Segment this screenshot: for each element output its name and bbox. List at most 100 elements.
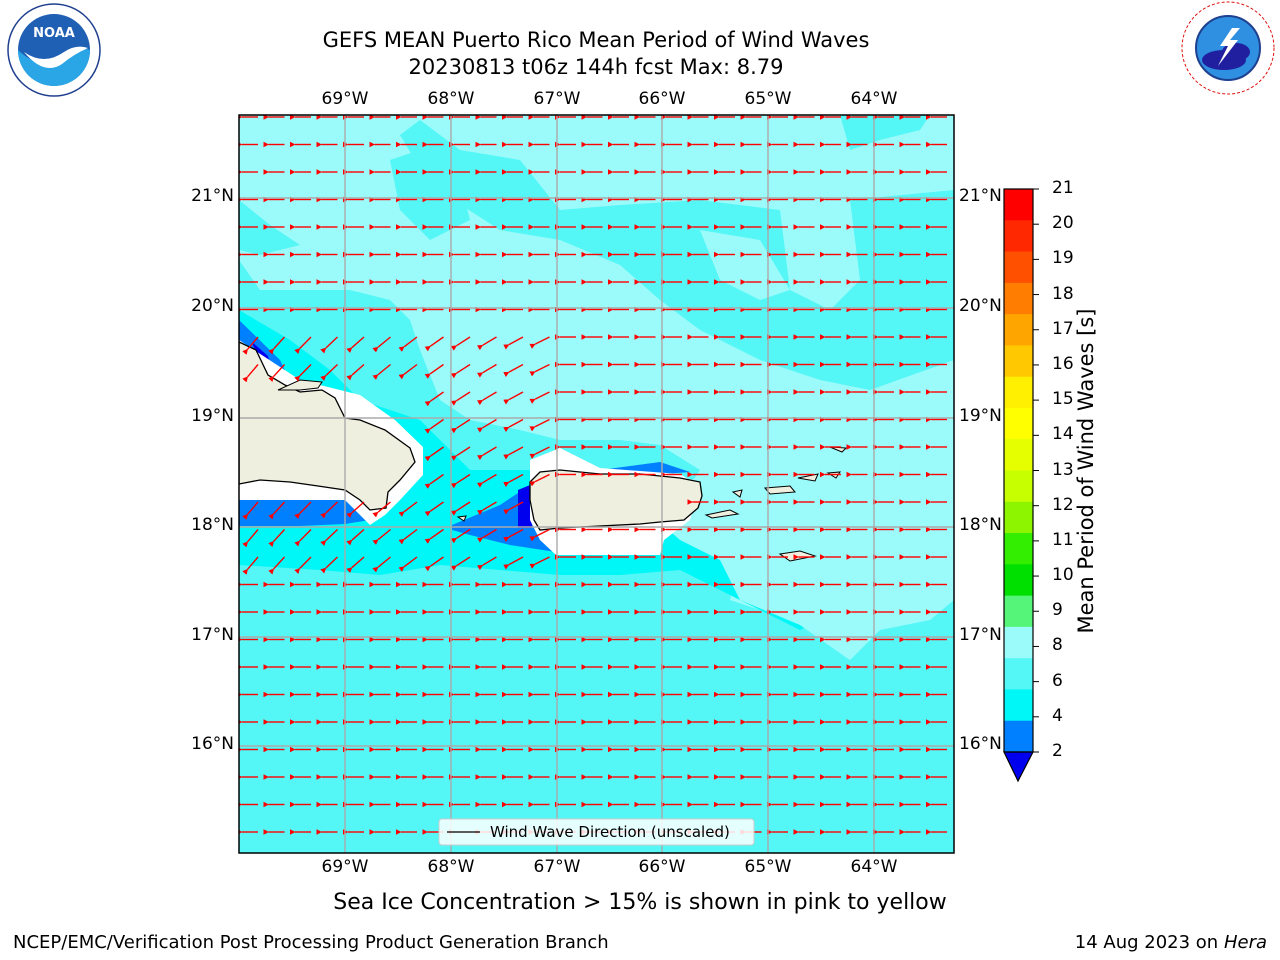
colorbar-tick-label: 11 [1052,529,1074,550]
wave-direction-arrow [294,336,312,354]
wave-direction-arrow [320,501,338,519]
lon-label-top: 68°W [427,89,475,109]
wave-direction-arrow [450,391,471,406]
colorbar-tick-label: 13 [1052,459,1074,480]
wave-direction-arrow [398,363,418,380]
noaa-logo-text: NOAA [33,26,75,41]
colorbar [1003,188,1039,783]
wave-direction-arrow [529,391,550,404]
wave-direction-arrow [529,528,550,542]
colorbar-box [1004,564,1033,597]
wave-direction-arrow [503,363,524,378]
colorbar-box [1004,251,1033,284]
wave-direction-arrow [268,364,286,382]
wave-direction-arrow [529,363,550,377]
colorbar-box [1004,345,1033,378]
wave-direction-arrow [294,556,312,574]
wave-direction-arrow [346,363,365,381]
colorbar-box [1004,439,1033,471]
wave-direction-arrow [529,446,550,459]
colorbar-box [1004,501,1033,534]
wave-direction-arrow [424,528,444,544]
lon-label-top: 67°W [533,89,581,109]
wave-direction-arrow [372,528,391,545]
colorbar-tick-label: 2 [1052,741,1063,761]
wave-field [239,115,954,853]
colorbar-box [1004,282,1033,315]
colorbar-box [1004,595,1033,628]
wave-direction-arrow [268,336,286,355]
gridlines [239,115,954,853]
colorbar-tick-label: 19 [1052,248,1074,269]
wave-direction-arrow [372,336,391,353]
wave-direction-arrow [268,501,286,520]
wave-direction-arrow [268,556,286,575]
wave-direction-arrow [503,418,524,433]
wave-direction-arrow [242,501,259,520]
wave-direction-arrow [372,363,391,380]
lat-label-right: 19°N [959,406,1002,426]
wave-direction-arrow [450,556,471,571]
wave-direction-arrow [450,473,471,489]
colorbar-label: Mean Period of Wind Waves [s] [1074,308,1098,634]
wave-direction-arrow [450,363,471,379]
colorbar-extend-arrow [1003,751,1034,783]
colorbar-box [1004,376,1033,409]
wave-direction-arrow [450,418,471,434]
wave-direction-arrow [503,528,524,543]
lat-label-right: 16°N [959,734,1002,754]
lon-label-bottom: 67°W [533,857,581,877]
credit-text: NCEP/EMC/Verification Post Processing Pr… [13,932,609,953]
wave-direction-arrow [476,501,497,516]
wave-direction-arrow [294,364,312,382]
lon-label-bottom: 66°W [638,857,686,877]
colorbar-box [1004,189,1033,221]
wave-direction-arrow [424,336,444,352]
wave-direction-arrow [398,501,418,517]
wave-direction-arrow [476,363,497,378]
noaa-logo: NOAA [7,3,101,97]
colorbar-tick-label: 21 [1052,178,1074,198]
wave-direction-arrow [503,501,524,515]
colorbar-box [1004,407,1033,440]
colorbar-tick-label: 9 [1052,600,1063,621]
lon-label-top: 66°W [638,89,686,109]
wave-direction-arrow [372,501,391,518]
wave-direction-arrow [398,556,418,572]
run-date-text: 14 Aug 2023 on [1074,932,1219,953]
wave-direction-arrow [503,473,524,488]
wave-direction-arrow [450,501,471,516]
colorbar-tick-label: 14 [1052,424,1074,445]
lon-label-top: 64°W [850,89,898,109]
wave-direction-arrow [424,556,444,572]
colorbar-tick-label: 17 [1052,318,1074,339]
wave-direction-arrow [372,556,391,573]
colorbar-tick-label: 16 [1052,353,1074,374]
wave-direction-arrow [320,556,338,574]
colorbar-box [1004,220,1033,253]
wave-direction-arrow [503,446,524,460]
colorbar-tick-label: 6 [1052,670,1063,691]
lon-label-bottom: 65°W [744,857,792,877]
colorbar-box [1004,470,1033,503]
wave-direction-arrow [424,446,444,462]
wave-direction-arrow [529,556,550,569]
colorbar-tick-label: 12 [1052,494,1074,515]
wave-direction-arrow [398,528,418,545]
wave-direction-arrow [424,473,444,489]
wave-direction-arrow [529,473,550,487]
wave-direction-arrow [320,363,338,382]
wave-direction-arrow [450,528,471,544]
wave-direction-arrow [450,336,471,351]
page-subtitle: 20230813 t06z 144h fcst Max: 8.79 [408,55,784,79]
colorbar-box [1004,533,1033,565]
legend-label: Wind Wave Direction (unscaled) [490,823,730,841]
map-frame [238,114,955,854]
lon-label-bottom: 69°W [321,857,369,877]
wave-direction-arrow [476,473,497,488]
wave-direction-arrow [346,501,365,518]
colorbar-tick-label: 4 [1052,705,1063,726]
wave-direction-arrow [320,528,338,547]
wave-direction-arrow [529,336,550,349]
wave-direction-arrow [529,418,550,432]
